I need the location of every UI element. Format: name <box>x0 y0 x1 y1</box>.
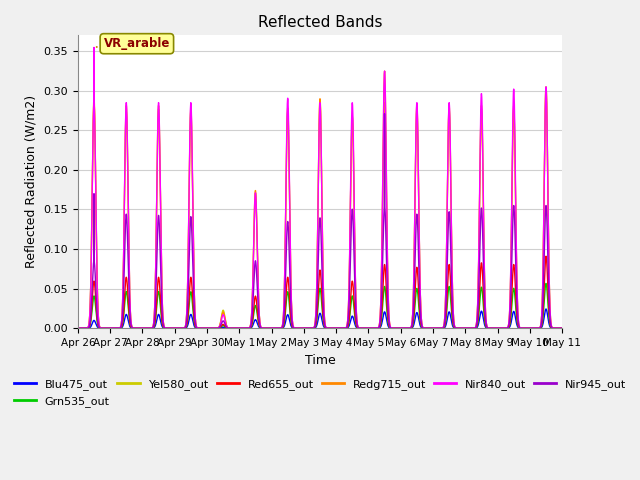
Nir945_out <box>401 325 409 331</box>
Grn535_out <box>161 325 169 331</box>
Nir840_out <box>161 325 169 331</box>
Blu475_out <box>161 325 169 331</box>
Grn535_out <box>74 325 82 331</box>
Red655_out <box>161 325 169 331</box>
Nir945_out <box>428 325 436 331</box>
Grn535_out <box>558 325 566 331</box>
Grn535_out <box>301 325 309 331</box>
Grn535_out <box>401 325 409 331</box>
Redg715_out <box>161 325 169 331</box>
Line: Nir840_out: Nir840_out <box>78 48 562 328</box>
Nir945_out <box>381 111 388 117</box>
Yel580_out <box>301 325 309 331</box>
Blu475_out <box>301 325 309 331</box>
Nir945_out <box>456 325 463 331</box>
Nir945_out <box>301 325 309 331</box>
Line: Nir945_out: Nir945_out <box>78 114 562 328</box>
Redg715_out <box>558 325 566 331</box>
Legend: Blu475_out, Grn535_out, Yel580_out, Red655_out, Redg715_out, Nir840_out, Nir945_: Blu475_out, Grn535_out, Yel580_out, Red6… <box>9 375 631 411</box>
Redg715_out <box>381 68 388 74</box>
Nir840_out <box>401 325 409 331</box>
Yel580_out <box>74 325 82 331</box>
Nir840_out <box>203 325 211 331</box>
Blu475_out <box>542 306 550 312</box>
Red655_out <box>558 325 566 331</box>
Line: Yel580_out: Yel580_out <box>78 87 562 328</box>
Yel580_out <box>428 325 436 331</box>
Blu475_out <box>456 325 463 331</box>
Nir945_out <box>558 325 566 331</box>
Text: VR_arable: VR_arable <box>97 37 170 50</box>
Redg715_out <box>428 325 436 331</box>
Nir840_out <box>558 325 566 331</box>
Nir945_out <box>558 325 566 331</box>
Yel580_out <box>161 325 169 331</box>
Nir840_out <box>301 325 309 331</box>
Redg715_out <box>401 325 409 331</box>
Blu475_out <box>203 325 211 331</box>
Yel580_out <box>558 325 566 331</box>
Grn535_out <box>542 280 550 286</box>
Blu475_out <box>401 325 409 331</box>
Nir840_out <box>456 325 463 331</box>
Nir840_out <box>428 325 436 331</box>
Nir945_out <box>203 325 211 331</box>
Blu475_out <box>558 325 566 331</box>
X-axis label: Time: Time <box>305 354 335 367</box>
Nir945_out <box>74 325 82 331</box>
Redg715_out <box>456 325 463 331</box>
Grn535_out <box>428 325 436 331</box>
Blu475_out <box>558 325 566 331</box>
Nir945_out <box>161 325 169 331</box>
Line: Red655_out: Red655_out <box>78 256 562 328</box>
Grn535_out <box>456 325 463 331</box>
Yel580_out <box>558 325 566 331</box>
Redg715_out <box>203 325 211 331</box>
Yel580_out <box>456 325 463 331</box>
Red655_out <box>203 325 211 331</box>
Line: Redg715_out: Redg715_out <box>78 71 562 328</box>
Red655_out <box>74 325 82 331</box>
Red655_out <box>542 253 550 259</box>
Y-axis label: Reflected Radiation (W/m2): Reflected Radiation (W/m2) <box>25 95 38 268</box>
Nir840_out <box>90 45 98 50</box>
Redg715_out <box>74 325 82 331</box>
Nir840_out <box>558 325 566 331</box>
Title: Reflected Bands: Reflected Bands <box>258 15 382 30</box>
Line: Blu475_out: Blu475_out <box>78 309 562 328</box>
Red655_out <box>301 325 309 331</box>
Nir840_out <box>74 325 82 331</box>
Blu475_out <box>74 325 82 331</box>
Red655_out <box>456 325 463 331</box>
Red655_out <box>428 325 436 331</box>
Grn535_out <box>203 325 211 331</box>
Yel580_out <box>542 84 550 90</box>
Line: Grn535_out: Grn535_out <box>78 283 562 328</box>
Red655_out <box>558 325 566 331</box>
Yel580_out <box>203 325 211 331</box>
Blu475_out <box>428 325 436 331</box>
Yel580_out <box>401 325 409 331</box>
Grn535_out <box>558 325 566 331</box>
Redg715_out <box>301 325 309 331</box>
Redg715_out <box>558 325 566 331</box>
Red655_out <box>401 325 409 331</box>
